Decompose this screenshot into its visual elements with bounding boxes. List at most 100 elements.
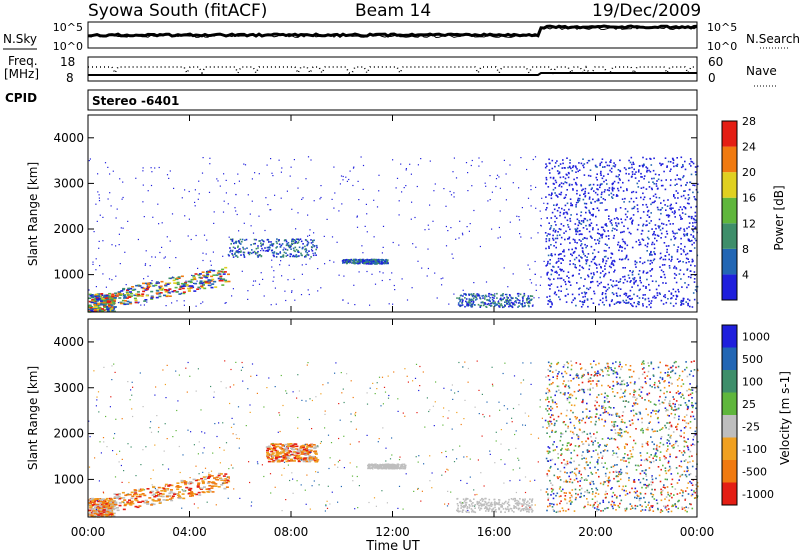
echo-pixel	[638, 303, 640, 306]
echo-pixel	[471, 185, 473, 187]
echo-pixel	[668, 265, 671, 267]
echo-pixel	[623, 201, 625, 203]
echo-pixel	[278, 456, 282, 458]
echo-pixel	[131, 286, 135, 288]
echo-pixel	[600, 226, 603, 229]
echo-pixel	[363, 261, 365, 264]
echo-pixel	[484, 500, 486, 503]
echo-pixel	[284, 248, 287, 251]
echo-pixel	[528, 301, 530, 304]
echo-pixel	[663, 295, 665, 298]
echo-pixel	[599, 162, 602, 165]
echo-pixel	[559, 277, 561, 280]
echo-pixel	[305, 249, 308, 252]
echo-pixel	[453, 192, 455, 194]
echo-pixel	[669, 391, 671, 393]
echo-pixel	[644, 294, 646, 296]
echo-pixel	[297, 448, 301, 451]
echo-pixel	[646, 214, 649, 216]
echo-pixel	[578, 199, 581, 202]
echo-pixel	[631, 286, 633, 288]
echo-pixel	[142, 282, 145, 285]
echo-pixel	[235, 255, 237, 257]
echo-pixel	[676, 163, 679, 166]
echo-pixel	[615, 195, 618, 197]
echo-pixel	[590, 201, 592, 204]
echo-pixel	[247, 194, 249, 196]
echo-pixel	[504, 305, 506, 307]
echo-pixel	[308, 444, 312, 446]
echo-pixel	[557, 266, 560, 268]
echo-pixel	[612, 491, 615, 494]
echo-pixel	[621, 250, 623, 252]
nave-label: Nave	[746, 64, 777, 78]
echo-pixel	[196, 288, 200, 290]
echo-pixel	[93, 303, 97, 306]
echo-pixel	[416, 185, 418, 188]
echo-pixel	[673, 361, 676, 364]
echo-pixel	[572, 299, 575, 301]
echo-pixel	[470, 298, 473, 301]
echo-pixel	[479, 245, 481, 248]
echo-pixel	[271, 266, 273, 268]
echo-pixel	[94, 507, 97, 509]
echo-pixel	[486, 303, 489, 306]
echo-pixel	[665, 301, 668, 304]
echo-pixel	[281, 459, 284, 461]
echo-pixel	[658, 403, 661, 405]
echo-pixel	[110, 304, 114, 306]
echo-pixel	[650, 220, 652, 222]
echo-pixel	[512, 302, 514, 305]
echo-pixel	[650, 253, 652, 256]
noise-tick-bottom-right: 10^0	[707, 40, 737, 53]
echo-pixel	[667, 298, 669, 300]
echo-pixel	[624, 197, 626, 200]
echo-pixel	[691, 392, 694, 394]
echo-pixel	[105, 515, 109, 517]
echo-pixel	[657, 178, 660, 181]
echo-pixel	[605, 262, 607, 265]
echo-pixel	[341, 203, 343, 205]
echo-pixel	[278, 453, 282, 455]
echo-pixel	[589, 286, 592, 289]
echo-pixel	[168, 288, 172, 290]
echo-pixel	[114, 502, 118, 504]
echo-pixel	[333, 166, 335, 168]
echo-pixel	[367, 261, 369, 263]
echo-pixel	[695, 173, 697, 176]
echo-pixel	[530, 508, 533, 511]
echo-pixel	[551, 414, 553, 416]
echo-pixel	[348, 260, 351, 262]
echo-pixel	[378, 174, 380, 176]
echo-pixel	[601, 438, 604, 440]
echo-pixel	[175, 257, 177, 259]
echo-pixel	[237, 245, 239, 247]
echo-pixel	[88, 504, 92, 506]
echo-pixel	[575, 362, 578, 364]
echo-pixel	[251, 249, 253, 251]
echo-pixel	[154, 284, 158, 287]
echo-pixel	[350, 258, 352, 261]
echo-pixel	[578, 230, 581, 232]
echo-pixel	[242, 253, 245, 256]
echo-pixel	[638, 297, 641, 299]
echo-pixel	[518, 219, 521, 221]
echo-pixel	[238, 240, 240, 242]
echo-pixel	[549, 502, 551, 505]
echo-pixel	[683, 190, 685, 192]
echo-pixel	[668, 508, 670, 510]
echo-pixel	[584, 195, 586, 198]
echo-pixel	[626, 492, 629, 495]
echo-pixel	[115, 217, 117, 219]
echo-pixel	[229, 249, 232, 252]
echo-pixel	[514, 502, 517, 505]
echo-pixel	[615, 509, 617, 511]
echo-pixel	[343, 261, 346, 264]
echo-pixel	[623, 275, 626, 278]
echo-pixel	[627, 431, 629, 434]
echo-pixel	[491, 228, 493, 230]
echo-pixel	[103, 303, 107, 306]
echo-pixel	[556, 446, 558, 448]
echo-pixel	[289, 460, 293, 462]
echo-pixel	[576, 373, 578, 375]
